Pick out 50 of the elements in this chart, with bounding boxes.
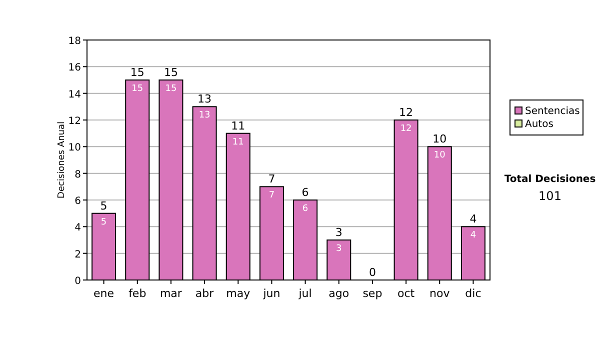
x-tick-label: may: [226, 287, 251, 300]
total-label: 15: [130, 66, 144, 79]
data-label: 15: [132, 84, 144, 94]
total-label: 15: [164, 66, 178, 79]
data-label: 12: [400, 124, 412, 134]
data-label: 4: [470, 230, 476, 241]
x-tick-label: nov: [430, 287, 450, 300]
total-label: 10: [432, 132, 447, 146]
legend-label: Autos: [525, 119, 554, 130]
x-tick-label: oct: [397, 287, 416, 300]
total-label: 5: [100, 199, 108, 212]
y-axis-title: Decisiones Anual: [57, 122, 67, 198]
x-tick-label: feb: [128, 287, 146, 300]
x-tick-label: sep: [362, 287, 382, 300]
x-tick-label: ago: [328, 287, 350, 300]
y-tick-label: 8: [74, 169, 81, 180]
data-label: 15: [165, 84, 177, 94]
text: Total Decisiones: [504, 174, 596, 185]
y-tick-label: 2: [74, 249, 81, 260]
data-label: 5: [100, 217, 107, 228]
data-label: 10: [434, 150, 446, 161]
data-label: 11: [232, 137, 244, 148]
x-tick-label: jul: [298, 287, 312, 300]
y-tick-label: 18: [68, 36, 81, 47]
y-tick-label: 12: [68, 116, 81, 127]
x-tick-label: jun: [262, 287, 280, 300]
total-label: 7: [268, 172, 276, 186]
total-label: 6: [302, 186, 309, 199]
y-tick-label: 16: [68, 62, 81, 74]
data-label: 7: [268, 190, 275, 201]
total-label: 4: [470, 212, 477, 226]
data-label: 3: [336, 244, 342, 254]
x-tick-label: mar: [160, 287, 182, 300]
y-tick-label: 4: [74, 222, 81, 234]
total-label: 3: [335, 226, 342, 239]
total-label: 0: [368, 266, 376, 279]
y-tick-label: 10: [68, 142, 81, 154]
total-label: 11: [231, 119, 246, 132]
y-tick-label: 6: [74, 196, 81, 207]
data-label: 13: [198, 110, 210, 121]
total-label: 12: [399, 106, 414, 119]
legend-label: Sentencias: [525, 106, 580, 117]
y-tick-label: 0: [74, 276, 81, 287]
y-tick-label: 14: [68, 89, 81, 100]
x-tick-label: dic: [465, 287, 482, 300]
data-label: 6: [302, 204, 308, 214]
total-label: 13: [198, 92, 212, 106]
text: 101: [538, 189, 562, 203]
x-tick-label: ene: [94, 287, 114, 300]
x-tick-label: abr: [195, 287, 214, 300]
